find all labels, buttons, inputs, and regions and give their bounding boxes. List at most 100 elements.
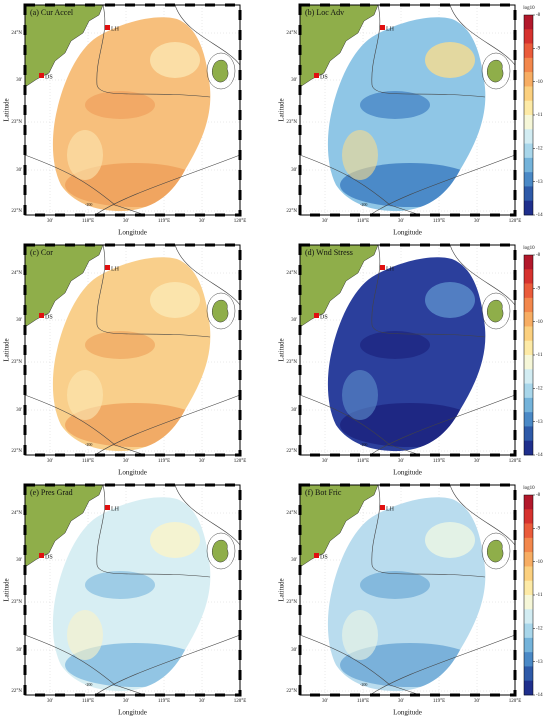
colorbar-swatch (524, 326, 533, 342)
colorbar-swatch (524, 200, 533, 216)
field-patch (85, 91, 155, 119)
lon-tick-label: 120°E (509, 699, 522, 704)
colorbar-swatch (524, 29, 533, 44)
lon-tick-label: 30' (123, 459, 129, 464)
colorbar-swatch (524, 537, 533, 553)
colorbar-tick-label: -13 (536, 180, 543, 185)
lat-tick-label: 30' (16, 408, 22, 413)
lon-tick-label: 120°E (234, 219, 247, 224)
place-label: DS (45, 74, 53, 80)
contour-line (94, 634, 241, 696)
lat-tick-label: 30' (291, 558, 297, 563)
field-patch (360, 331, 430, 359)
colorbar-swatch (524, 580, 533, 596)
map-frame-dash (298, 243, 517, 457)
field-patch (360, 571, 430, 599)
lat-tick-label: 30' (16, 648, 22, 653)
place-marker (380, 265, 385, 270)
field-patch (425, 522, 475, 558)
lat-tick-label: 22°N (286, 209, 297, 214)
lat-tick-label: 30' (291, 648, 297, 653)
colorbar-swatch (524, 666, 533, 682)
place-label: LH (386, 266, 395, 272)
colorbar-swatch (524, 523, 533, 539)
contour-line (174, 484, 241, 546)
x-axis-label: Longitude (393, 229, 422, 237)
place-label: LH (111, 26, 120, 32)
place-marker (105, 505, 110, 510)
place-label: LH (386, 26, 395, 32)
colorbar-swatch (524, 129, 533, 144)
contour-line (174, 4, 241, 66)
place-marker (380, 25, 385, 30)
x-axis-label: Longitude (393, 709, 422, 717)
map-panel: -200 LH DS (e) Pres Grad 22°N 30' 23°N 30' 24°N 3… (3, 483, 247, 717)
colorbar-tick-label: -12 (536, 626, 543, 631)
colorbar-swatch (524, 383, 533, 399)
colorbar-swatch (524, 297, 533, 313)
map-panel: -200 LH DS (c) Cor 22°N 30' 23°N 30' 24°N 30' 118°… (3, 243, 246, 477)
lon-tick-label: 120°E (234, 699, 247, 704)
lat-tick-label: 24°N (11, 511, 22, 516)
lat-tick-label: 30' (16, 318, 22, 323)
map-frame-dash (23, 483, 242, 697)
field-patch (425, 42, 475, 78)
colorbar-tick-label: -8 (536, 493, 541, 498)
lon-tick-label: 118°E (357, 699, 369, 704)
colorbar-tick-label: -12 (536, 146, 543, 151)
island (212, 539, 229, 563)
lon-tick-label: 30' (398, 699, 404, 704)
lon-tick-label: 30' (123, 699, 129, 704)
colorbar-swatch (524, 115, 533, 130)
contour-line (481, 292, 511, 330)
field-patch (67, 130, 103, 180)
lon-tick-label: 120°E (509, 219, 522, 224)
field-patch (150, 282, 200, 318)
lon-tick-label: 118°E (82, 459, 94, 464)
land (24, 484, 104, 568)
lat-tick-label: 30' (16, 78, 22, 83)
colorbar-swatch (524, 43, 533, 59)
land (299, 4, 379, 88)
field-patch (425, 282, 475, 318)
colorbar-swatch (524, 369, 533, 384)
colorbar-tick-label: -10 (536, 560, 543, 565)
place-label: LH (111, 506, 120, 512)
panel-label: (c) Cor (30, 248, 53, 257)
colorbar-swatch (524, 255, 533, 270)
map-panel: -200 LH DS (f) Bot Fric 22°N 30' 23°N 30' 24°N 30… (278, 483, 543, 717)
panel-label: (b) Loc Adv (305, 8, 344, 17)
lon-tick-label: 30' (199, 219, 205, 224)
lat-tick-label: 30' (291, 318, 297, 323)
contour-line (299, 634, 421, 696)
x-axis-label: Longitude (393, 469, 422, 477)
contour-line (371, 244, 486, 338)
field-patch (85, 331, 155, 359)
lat-tick-label: 24°N (286, 31, 297, 36)
panel-label: (f) Bot Fric (305, 488, 342, 497)
panel-label: (e) Pres Grad (30, 488, 73, 497)
colorbar-swatch (524, 623, 533, 639)
place-marker (314, 313, 319, 318)
place-marker (39, 73, 44, 78)
contour-line (481, 52, 511, 90)
lon-tick-label: 30' (398, 459, 404, 464)
contour-line (24, 154, 146, 216)
lat-tick-label: 24°N (11, 31, 22, 36)
colorbar-swatch (524, 412, 533, 427)
land (299, 244, 379, 328)
lon-tick-label: 30' (123, 219, 129, 224)
lon-tick-label: 119°E (433, 459, 445, 464)
lat-tick-label: 24°N (286, 271, 297, 276)
lon-tick-label: 118°E (82, 219, 94, 224)
colorbar-title: log10 (523, 6, 535, 11)
place-marker (105, 265, 110, 270)
lat-tick-label: 23°N (286, 600, 297, 605)
contour-line (449, 244, 516, 306)
colorbar-tick-label: -9 (536, 526, 541, 531)
place-label: DS (320, 314, 328, 320)
colorbar-tick-label: -11 (536, 353, 543, 358)
place-label: DS (45, 554, 53, 560)
colorbar-swatch (524, 509, 533, 524)
lon-tick-label: 30' (474, 699, 480, 704)
